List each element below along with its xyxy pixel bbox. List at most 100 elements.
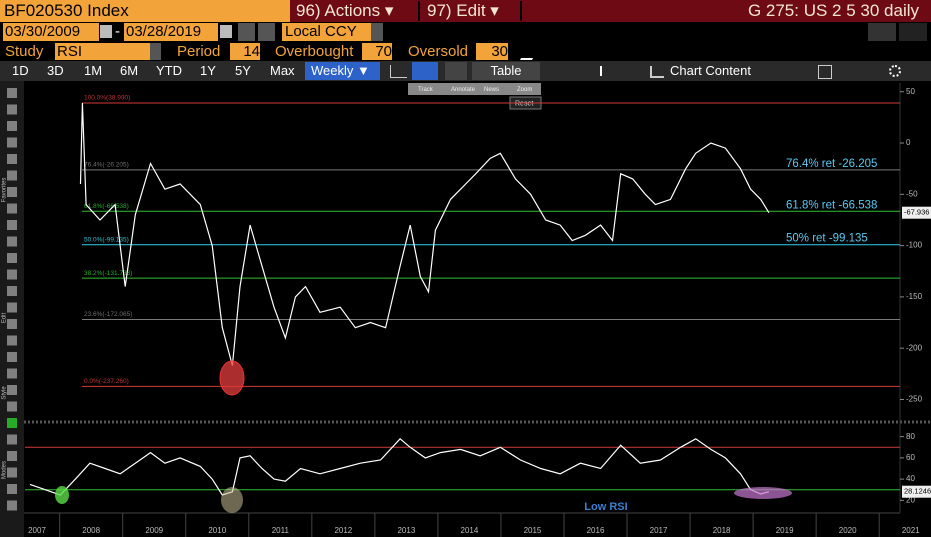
- tool-icon[interactable]: [7, 154, 17, 164]
- fib-label: 50.0%(-99.135): [84, 236, 129, 243]
- ticker-field[interactable]: BF020530 Index: [0, 0, 290, 22]
- calendar-icon[interactable]: [100, 25, 112, 38]
- range-button[interactable]: 6M: [120, 63, 139, 78]
- overlay-tool[interactable]: Annotate: [451, 87, 476, 93]
- tool-icon[interactable]: [7, 352, 17, 362]
- tool-icon[interactable]: [7, 335, 17, 346]
- x-tick-label: 2016: [587, 526, 605, 535]
- range-button[interactable]: 1D: [12, 63, 29, 78]
- range-button[interactable]: 3D: [47, 63, 64, 78]
- tool-icon[interactable]: [7, 385, 17, 395]
- pencil-icon[interactable]: [519, 46, 541, 60]
- x-tick-label: 2019: [776, 526, 794, 535]
- tool-icon[interactable]: [7, 253, 17, 263]
- tool-icon[interactable]: [7, 286, 17, 296]
- calendar-icon[interactable]: [220, 25, 232, 38]
- tool-icon[interactable]: [7, 170, 17, 181]
- end-date[interactable]: 03/28/2019: [124, 23, 218, 41]
- chart-type-button[interactable]: [412, 62, 438, 80]
- tool-icon[interactable]: [7, 401, 17, 412]
- frequency-button[interactable]: Weekly ▼: [305, 62, 380, 80]
- range-bar: 1D 3D 1M 6M YTD 1Y 5Y Max Weekly ▼ Table…: [0, 61, 931, 81]
- tool-icon[interactable]: [7, 484, 17, 494]
- y-tick-label: -150: [906, 292, 923, 301]
- price-line: [29, 437, 770, 496]
- dropdown[interactable]: [445, 62, 467, 80]
- y-tick-label: -100: [906, 241, 923, 250]
- oversold-label: Oversold: [408, 43, 469, 60]
- tool-icon[interactable]: [7, 434, 17, 445]
- y-tick-label: -200: [906, 343, 923, 352]
- overbought-field[interactable]: 70: [362, 43, 392, 60]
- redo-button[interactable]: [899, 23, 927, 41]
- currency-field[interactable]: Local CCY: [282, 23, 371, 41]
- side-label: Modes: [2, 461, 8, 479]
- range-button[interactable]: 1M: [84, 63, 103, 78]
- edit-menu[interactable]: 97) Edit ▾: [427, 1, 499, 20]
- tool-icon[interactable]: [7, 137, 17, 148]
- tool-icon[interactable]: [7, 319, 17, 329]
- tool-icon[interactable]: [7, 467, 17, 478]
- table-button[interactable]: Table: [472, 62, 540, 80]
- tool-icon[interactable]: [7, 121, 17, 131]
- next-button[interactable]: [258, 23, 275, 41]
- overlay-tool[interactable]: Track: [418, 87, 434, 93]
- study-field[interactable]: RSI: [55, 43, 152, 60]
- dropdown[interactable]: [371, 23, 383, 41]
- chart-icon[interactable]: [390, 65, 407, 78]
- tool-icon[interactable]: [7, 203, 17, 214]
- dropdown[interactable]: [150, 43, 161, 60]
- overlay-bar: [408, 83, 541, 95]
- tool-icon[interactable]: [7, 88, 17, 98]
- fib-label: 76.4%(-26.205): [84, 162, 129, 169]
- y-tick-label: 50: [906, 87, 915, 96]
- last-value-tag: [902, 485, 931, 498]
- side-label: Style: [2, 386, 8, 400]
- tool-icon[interactable]: [7, 104, 17, 115]
- chart-background: [0, 81, 931, 537]
- highlight-circle: [55, 486, 69, 504]
- tool-icon[interactable]: [7, 302, 17, 313]
- fib-label: 23.6%(-172.065): [84, 311, 132, 318]
- last-value-tag: [902, 206, 931, 219]
- y-tick-label: 0: [906, 138, 911, 147]
- tool-icon[interactable]: [7, 269, 17, 280]
- start-date[interactable]: 03/30/2009: [3, 23, 99, 41]
- y-tick-label: 80: [906, 432, 915, 441]
- tool-icon[interactable]: [7, 500, 17, 511]
- tool-icon[interactable]: [7, 451, 17, 461]
- oversold-field[interactable]: 30: [476, 43, 508, 60]
- window-title: G 275: US 2 5 30 daily: [747, 1, 919, 20]
- y-tick-label: -250: [906, 395, 923, 404]
- x-tick-label: 2017: [650, 526, 668, 535]
- range-button[interactable]: YTD: [156, 63, 182, 78]
- tool-icon[interactable]: [7, 368, 17, 379]
- range-button[interactable]: 1Y: [200, 63, 216, 78]
- highlight-circle: [734, 487, 792, 499]
- separator: [520, 1, 522, 21]
- study-label: Study: [5, 43, 44, 60]
- overlay-tool[interactable]: Zoom: [517, 87, 532, 93]
- actions-menu[interactable]: 96) Actions ▾: [296, 1, 394, 20]
- tool-icon[interactable]: [7, 236, 17, 247]
- title-bar: BF020530 Index 96) Actions ▾ 97) Edit ▾ …: [0, 0, 931, 22]
- overlay-tool[interactable]: News: [484, 87, 499, 93]
- range-button[interactable]: Max: [270, 63, 295, 78]
- tool-icon[interactable]: [7, 187, 17, 197]
- reset-label[interactable]: Reset: [515, 100, 533, 107]
- x-tick-label: 2011: [272, 526, 290, 535]
- edit-icon[interactable]: [818, 65, 832, 79]
- date-separator: -: [115, 23, 120, 40]
- chart-content-button[interactable]: Chart Content: [670, 63, 751, 78]
- undo-button[interactable]: [868, 23, 896, 41]
- range-button[interactable]: 5Y: [235, 63, 251, 78]
- period-field[interactable]: 14: [230, 43, 260, 60]
- prev-button[interactable]: [238, 23, 255, 41]
- collapse-icon[interactable]: [600, 66, 614, 76]
- tool-icon[interactable]: [7, 418, 17, 428]
- x-tick-label: 2015: [524, 526, 542, 535]
- y-tick-label: 20: [906, 495, 915, 504]
- settings-icon[interactable]: [889, 65, 901, 77]
- tool-icon[interactable]: [7, 220, 17, 230]
